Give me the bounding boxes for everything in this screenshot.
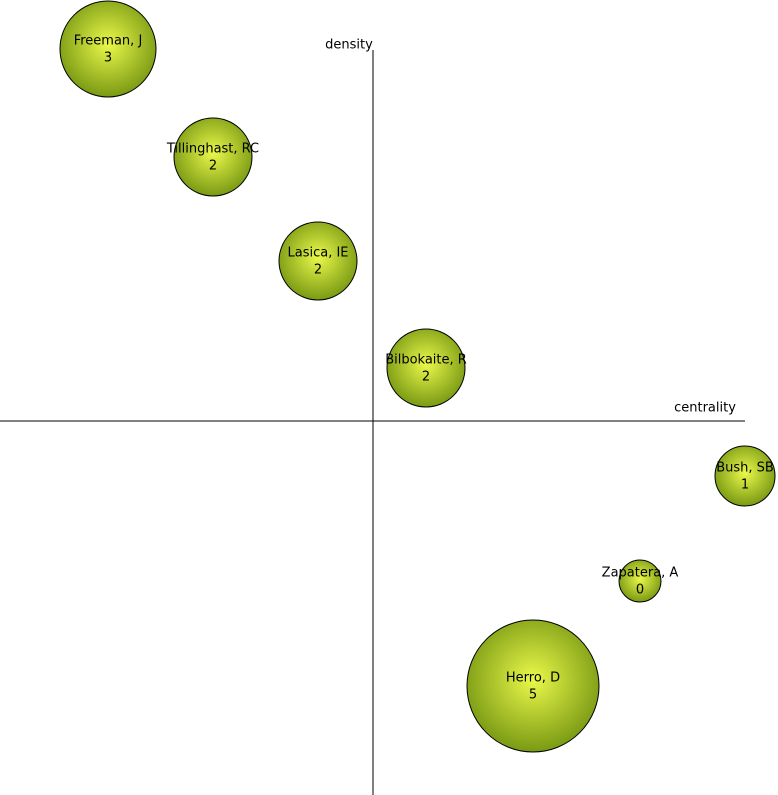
bubble <box>173 117 253 197</box>
bubble-value: 5 <box>529 688 537 703</box>
y-axis-label: density <box>325 38 373 53</box>
bubble <box>59 0 157 98</box>
bubble-value: 2 <box>209 159 217 174</box>
bubble-value: 2 <box>314 263 322 278</box>
bubble <box>466 619 600 753</box>
bubble <box>618 559 662 603</box>
x-axis-label: centrality <box>674 401 736 416</box>
bubble-value: 1 <box>741 478 749 493</box>
bubble-value: 3 <box>104 51 112 66</box>
bubble-label: Tillinghast, RC <box>166 142 259 157</box>
bubble <box>278 221 358 301</box>
bubble-label: Bush, SB <box>716 461 774 476</box>
bubble-label: Bilbokaite, R <box>385 353 467 368</box>
bubble <box>386 328 466 408</box>
bubble-value: 0 <box>636 583 644 598</box>
bubble-label: Zapatera, A <box>602 566 679 581</box>
bubble-label: Lasica, IE <box>287 246 348 261</box>
bubble <box>714 445 776 507</box>
bubble-label: Freeman, J <box>74 34 143 49</box>
bubble-value: 2 <box>422 370 430 385</box>
bubble-label: Herro, D <box>506 671 560 686</box>
